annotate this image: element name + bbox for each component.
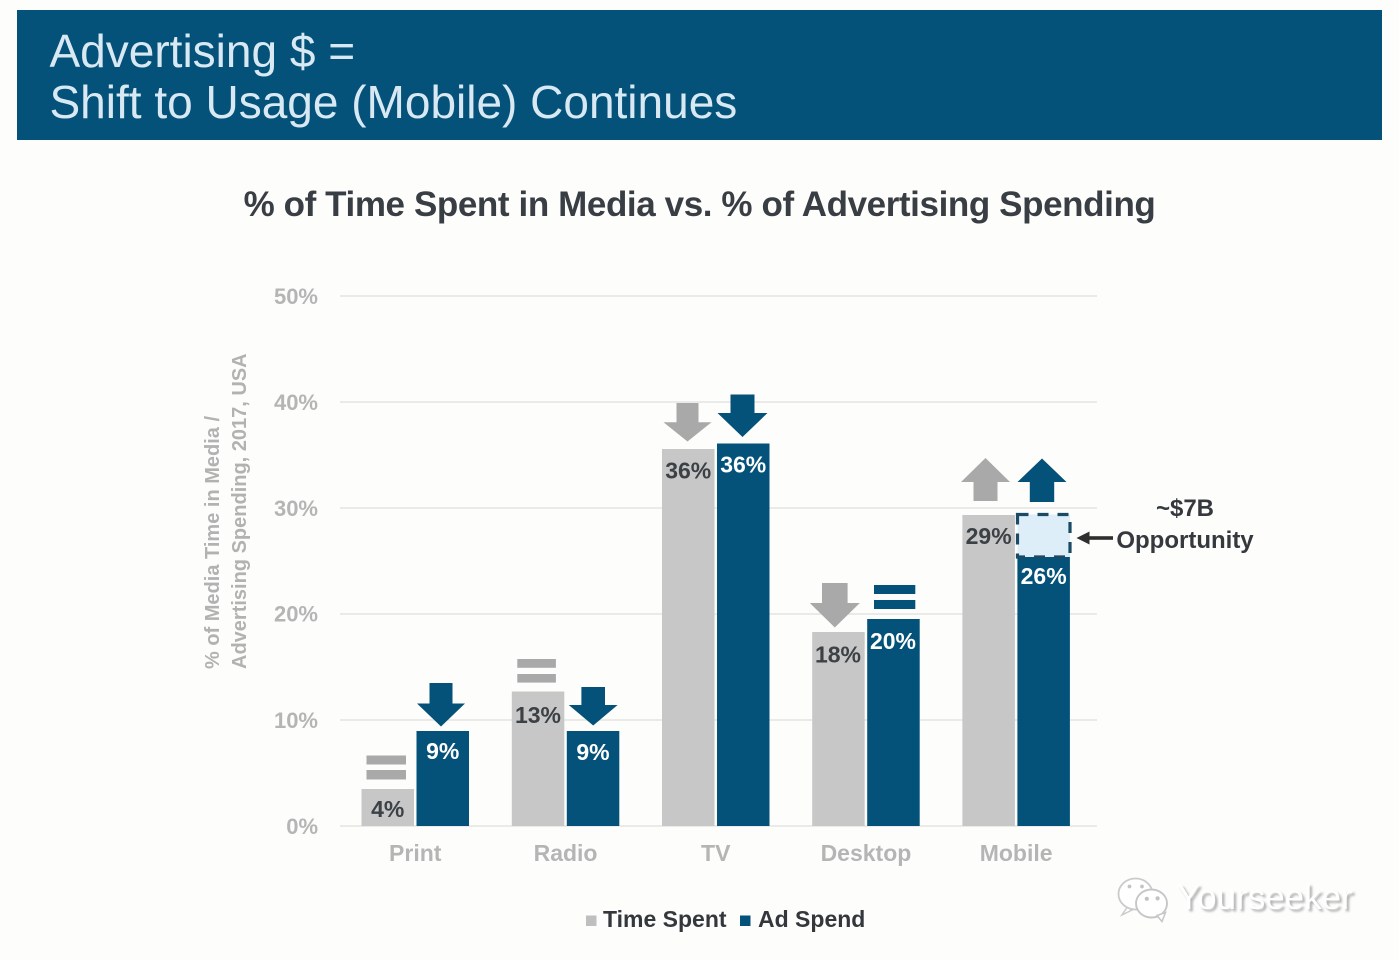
- svg-text:~$7B: ~$7B: [1156, 495, 1214, 522]
- svg-text:Advertising Spending, 2017, US: Advertising Spending, 2017, USA: [229, 353, 251, 669]
- svg-text:13%: 13%: [515, 702, 561, 728]
- svg-text:Print: Print: [389, 840, 442, 866]
- svg-text:Desktop: Desktop: [821, 840, 912, 866]
- svg-text:TV: TV: [701, 840, 731, 866]
- svg-text:9%: 9%: [576, 739, 609, 765]
- svg-text:50%: 50%: [274, 284, 318, 309]
- svg-text:18%: 18%: [815, 642, 861, 668]
- svg-text:Ad Spend: Ad Spend: [758, 906, 865, 932]
- svg-text:Radio: Radio: [534, 840, 598, 866]
- svg-text:0%: 0%: [286, 814, 318, 839]
- svg-text:9%: 9%: [426, 738, 459, 764]
- svg-text:29%: 29%: [966, 523, 1012, 549]
- svg-text:% of Media Time in Media /: % of Media Time in Media /: [202, 416, 224, 669]
- svg-text:10%: 10%: [274, 708, 318, 733]
- svg-text:20%: 20%: [274, 602, 318, 627]
- svg-text:Opportunity: Opportunity: [1116, 527, 1254, 554]
- svg-text:20%: 20%: [870, 628, 916, 654]
- svg-text:36%: 36%: [665, 458, 711, 484]
- svg-text:Mobile: Mobile: [980, 840, 1053, 866]
- svg-text:26%: 26%: [1021, 563, 1067, 589]
- svg-text:40%: 40%: [274, 390, 318, 415]
- svg-text:Time Spent: Time Spent: [603, 906, 727, 932]
- svg-text:36%: 36%: [720, 452, 766, 478]
- svg-text:4%: 4%: [371, 796, 404, 822]
- svg-text:30%: 30%: [274, 496, 318, 521]
